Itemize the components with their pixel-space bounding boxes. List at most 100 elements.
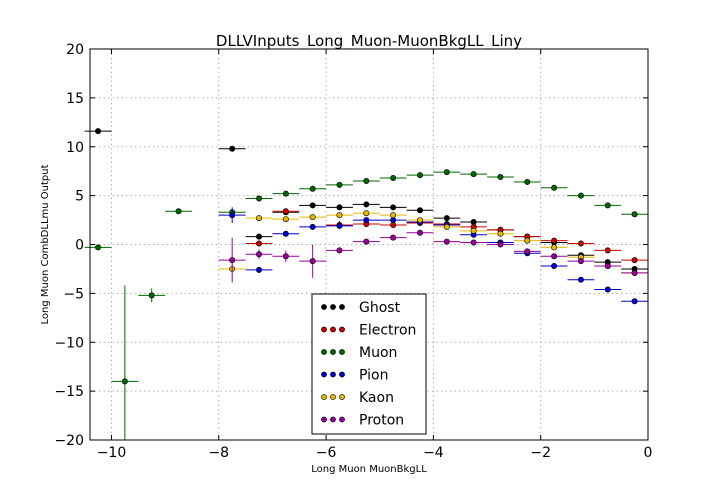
y-axis-label: Long Muon CombDLLmu Output (40, 164, 51, 324)
data-point (390, 212, 397, 219)
data-point (604, 263, 611, 270)
legend-label: Ghost (359, 300, 401, 316)
data-point (309, 258, 316, 265)
x-tick-label: −8 (208, 445, 229, 461)
legend-marker (330, 416, 336, 423)
data-point (577, 258, 584, 265)
y-tick-label: −10 (54, 335, 84, 351)
data-point (282, 253, 289, 260)
data-point (390, 175, 397, 182)
data-point (524, 237, 531, 244)
data-point (416, 217, 423, 224)
data-point (631, 257, 638, 264)
x-tick-label: −10 (97, 445, 127, 461)
y-tick-label: −5 (63, 286, 84, 302)
data-point (363, 177, 370, 184)
data-point (121, 378, 128, 385)
data-point (443, 215, 450, 222)
x-axis-label: Long Muon MuonBkgLL (311, 464, 427, 475)
data-point (551, 237, 558, 244)
legend-marker (330, 349, 336, 355)
legend-marker (339, 371, 345, 378)
x-tick-label: 0 (644, 445, 653, 461)
legend-marker (330, 304, 336, 310)
data-point (577, 192, 584, 199)
data-point (390, 234, 397, 241)
data-point (551, 184, 558, 191)
data-point (309, 223, 316, 230)
data-point (309, 202, 316, 209)
data-point (229, 212, 236, 219)
legend-marker (321, 349, 327, 355)
data-point (175, 208, 182, 215)
data-point (95, 128, 102, 135)
data-point (497, 174, 504, 181)
data-point (631, 298, 638, 305)
data-point (282, 208, 289, 215)
legend-label: Proton (359, 413, 404, 429)
x-tick-label: −4 (423, 445, 444, 461)
data-point (336, 247, 343, 254)
legend-label: Electron (359, 323, 416, 339)
legend-frame (311, 293, 427, 435)
legend: Ghost Electron Muon Pion Kaon Proton (311, 293, 427, 435)
legend-marker (339, 326, 345, 333)
data-point (470, 239, 477, 246)
legend-item-ghost: Ghost (321, 300, 401, 316)
legend-marker (321, 304, 327, 310)
data-point (631, 269, 638, 276)
legend-marker (339, 349, 345, 355)
chart-title: DLLVInputs_Long_Muon-MuonBkgLL_Liny (216, 32, 522, 51)
data-point (524, 248, 531, 255)
legend-marker (339, 394, 345, 400)
y-tick-label: −15 (54, 384, 84, 400)
data-point (577, 276, 584, 283)
data-point (256, 195, 263, 202)
data-point (604, 202, 611, 209)
legend-marker (321, 326, 327, 333)
data-point (336, 204, 343, 211)
data-point (363, 201, 370, 208)
data-point (256, 240, 263, 247)
series-layer (84, 128, 648, 440)
data-point (577, 240, 584, 247)
data-point (443, 169, 450, 176)
data-point (229, 145, 236, 152)
data-point (443, 223, 450, 230)
y-tick-label: −20 (54, 433, 84, 449)
data-point (95, 244, 102, 251)
legend-item-electron: Electron (321, 323, 416, 339)
x-tick-label: −6 (316, 445, 337, 461)
data-point (497, 230, 504, 237)
data-point (256, 251, 263, 258)
data-point (604, 286, 611, 293)
data-point (416, 172, 423, 179)
legend-item-pion: Pion (321, 368, 388, 384)
data-point (282, 230, 289, 237)
legend-marker (339, 416, 345, 423)
data-point (470, 171, 477, 178)
legend-item-kaon: Kaon (321, 390, 394, 406)
y-tick-label: 15 (66, 91, 84, 107)
data-point (631, 211, 638, 218)
data-point (256, 215, 263, 222)
data-point (148, 292, 155, 299)
legend-item-proton: Proton (321, 413, 404, 429)
y-tick-label: 5 (75, 189, 84, 205)
data-point (282, 190, 289, 197)
data-point (256, 233, 263, 240)
legend-label: Kaon (359, 390, 394, 406)
data-point (309, 185, 316, 192)
data-point (390, 204, 397, 211)
data-point (443, 238, 450, 245)
data-point (363, 217, 370, 224)
data-point (551, 253, 558, 260)
data-point (551, 263, 558, 270)
data-point (282, 216, 289, 223)
legend-marker (321, 394, 327, 400)
data-point (497, 241, 504, 248)
data-point (363, 210, 370, 217)
legend-marker (330, 394, 336, 400)
legend-label: Muon (359, 345, 397, 361)
